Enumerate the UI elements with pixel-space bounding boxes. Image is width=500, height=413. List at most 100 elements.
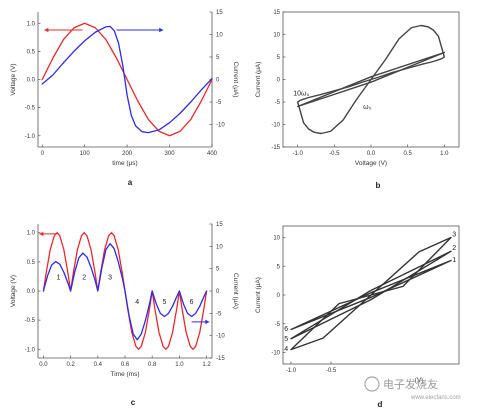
panel-a: 0 100 200 300 400 -1.0 -0.5 0.0 0.5 1.0 -10 -5 0 5 10 1… bbox=[10, 10, 239, 187]
y-tick-label: 0.5 bbox=[27, 260, 36, 266]
arrow-head-icon bbox=[159, 27, 164, 33]
annotation-label: 10ω₀ bbox=[293, 90, 309, 97]
series-line-1 bbox=[296, 24, 446, 135]
annotation-label: 3 bbox=[452, 231, 456, 238]
y-tick-label: 1.0 bbox=[27, 21, 36, 27]
x-tick-label: 0.8 bbox=[148, 362, 157, 368]
y-axis-label: Current (μA) bbox=[255, 277, 262, 313]
panel-label: b bbox=[376, 181, 381, 190]
x-tick-label: 400 bbox=[207, 151, 218, 157]
arrow-head-icon bbox=[205, 319, 210, 325]
annotation-label: 3 bbox=[108, 274, 112, 281]
x-axis-label: Time (ms) bbox=[110, 371, 139, 378]
y-tick-label: 0.5 bbox=[27, 49, 36, 55]
annotation-label: 4 bbox=[284, 346, 288, 353]
panel-c: 0.0 0.2 0.4 0.6 0.8 1.0 1.2 -1.0 -0.5 0.0 0.5 1.0 -1… bbox=[10, 222, 239, 407]
y2-axis-label: Current (μA) bbox=[232, 62, 239, 98]
watermark-text: 电子发烧友 bbox=[383, 377, 438, 391]
panel-b: -1.0 -0.5 0.0 0.5 1.0 -15 -10 -5 0 5 10 15 Voltage (… bbox=[255, 10, 460, 190]
y2-tick-label: -5 bbox=[216, 100, 222, 106]
arrow-head-icon bbox=[44, 27, 49, 33]
x-tick-label: 0.0 bbox=[39, 362, 48, 368]
x-tick-label: 1.0 bbox=[175, 362, 184, 368]
x-tick-label: -1.0 bbox=[286, 368, 297, 374]
y-tick-label: 5 bbox=[277, 264, 281, 270]
series-line-2 bbox=[296, 51, 446, 108]
x-tick-label: 100 bbox=[80, 151, 91, 157]
y2-tick-label: 15 bbox=[216, 10, 223, 16]
y-tick-label: -0.5 bbox=[25, 106, 36, 112]
y-axis-label: Voltage (V) bbox=[10, 275, 17, 307]
y2-tick-label: 0 bbox=[216, 289, 220, 295]
x-tick-label: 0.2 bbox=[66, 362, 75, 368]
y2-tick-label: -10 bbox=[216, 123, 225, 129]
x-tick-label: -0.5 bbox=[326, 368, 337, 374]
y2-tick-label: 10 bbox=[216, 244, 223, 250]
y-tick-label: 10 bbox=[273, 33, 280, 39]
y2-tick-label: -15 bbox=[216, 356, 225, 362]
x-axis-label: time (μs) bbox=[112, 160, 137, 167]
y-tick-label: 0.0 bbox=[27, 78, 36, 84]
annotation-label: 6 bbox=[190, 299, 194, 306]
y-tick-label: -1.0 bbox=[25, 347, 36, 353]
y2-tick-label: -5 bbox=[216, 311, 222, 317]
y2-tick-label: 10 bbox=[216, 33, 223, 39]
y2-tick-label: 5 bbox=[216, 267, 220, 273]
y-tick-label: 5 bbox=[277, 55, 281, 61]
x-tick-label: 0 bbox=[41, 151, 45, 157]
y-tick-label: 10 bbox=[273, 236, 280, 242]
x-tick-label: 0.4 bbox=[94, 362, 103, 368]
panel-label: d bbox=[378, 400, 383, 409]
watermark: 电子发烧友 www.elecfans.com bbox=[364, 376, 461, 401]
y2-tick-label: 5 bbox=[216, 55, 220, 61]
annotation-label: 1 bbox=[452, 257, 456, 264]
annotation-label: ω₀ bbox=[363, 104, 371, 111]
series-line-1 bbox=[290, 259, 452, 331]
x-tick-label: -1.0 bbox=[292, 151, 303, 157]
series-line-2 bbox=[42, 242, 208, 341]
x-tick-label: 1.2 bbox=[202, 362, 211, 368]
y-tick-label: -10 bbox=[271, 123, 280, 129]
annotation-label: 4 bbox=[135, 299, 139, 306]
y-tick-label: -15 bbox=[271, 145, 280, 151]
annotation-label: 6 bbox=[284, 326, 288, 333]
series-line-2 bbox=[290, 250, 452, 340]
y-axis-label: Current (μA) bbox=[255, 62, 262, 98]
y-axis-label: Voltage (V) bbox=[10, 63, 17, 95]
y2-axis-label: Current (μA) bbox=[232, 273, 239, 309]
x-axis-label: (V) bbox=[415, 377, 424, 384]
y-tick-label: 0.0 bbox=[27, 289, 36, 295]
x-tick-label: -0.5 bbox=[329, 151, 340, 157]
panel-label: c bbox=[131, 398, 136, 407]
panel-d: -1.0 -0.5 -10 -5 0 5 10 (V) Current (μA) 3 2 1 6 5 4 d bbox=[255, 225, 460, 409]
y2-tick-label: -10 bbox=[216, 334, 225, 340]
y-tick-label: -5 bbox=[275, 100, 281, 106]
y2-tick-label: 0 bbox=[216, 78, 220, 84]
x-tick-label: 0.6 bbox=[121, 362, 130, 368]
annotation-label: 2 bbox=[82, 274, 86, 281]
arrow-head-icon bbox=[39, 231, 44, 237]
annotation-label: 1 bbox=[56, 274, 60, 281]
annotation-label: 5 bbox=[162, 299, 166, 306]
y-tick-label: 0 bbox=[277, 78, 281, 84]
annotation-label: 5 bbox=[284, 336, 288, 343]
x-tick-label: 0.5 bbox=[403, 151, 412, 157]
x-tick-label: 300 bbox=[165, 151, 176, 157]
y-tick-label: -0.5 bbox=[25, 318, 36, 324]
watermark-logo-icon bbox=[364, 376, 380, 392]
series-line-2 bbox=[41, 25, 213, 134]
x-tick-label: 200 bbox=[122, 151, 133, 157]
y-tick-label: 0 bbox=[277, 293, 281, 299]
series-line-1 bbox=[41, 22, 213, 137]
y2-tick-label: 15 bbox=[216, 222, 223, 228]
y-tick-label: -1.0 bbox=[25, 134, 36, 140]
series-line-3 bbox=[290, 236, 452, 351]
x-tick-label: 0.0 bbox=[367, 151, 376, 157]
panel-label: a bbox=[128, 178, 133, 187]
watermark-url: www.elecfans.com bbox=[410, 395, 461, 401]
y-tick-label: 1.0 bbox=[27, 231, 36, 237]
x-axis-label: Voltage (V) bbox=[355, 160, 387, 167]
x-tick-label: 1.0 bbox=[440, 151, 449, 157]
y-tick-label: 15 bbox=[273, 10, 280, 16]
